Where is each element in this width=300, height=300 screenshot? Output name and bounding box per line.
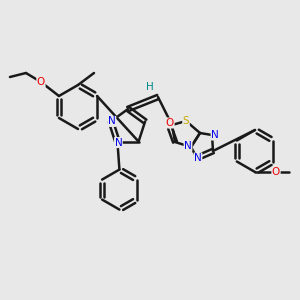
Text: N: N: [184, 141, 192, 151]
Text: H: H: [146, 82, 154, 92]
Text: O: O: [272, 167, 280, 177]
Text: O: O: [37, 77, 45, 87]
Text: N: N: [211, 130, 219, 140]
Text: O: O: [166, 118, 174, 128]
Text: N: N: [115, 138, 122, 148]
Text: N: N: [108, 116, 116, 126]
Text: S: S: [183, 116, 189, 126]
Text: N: N: [194, 153, 202, 163]
